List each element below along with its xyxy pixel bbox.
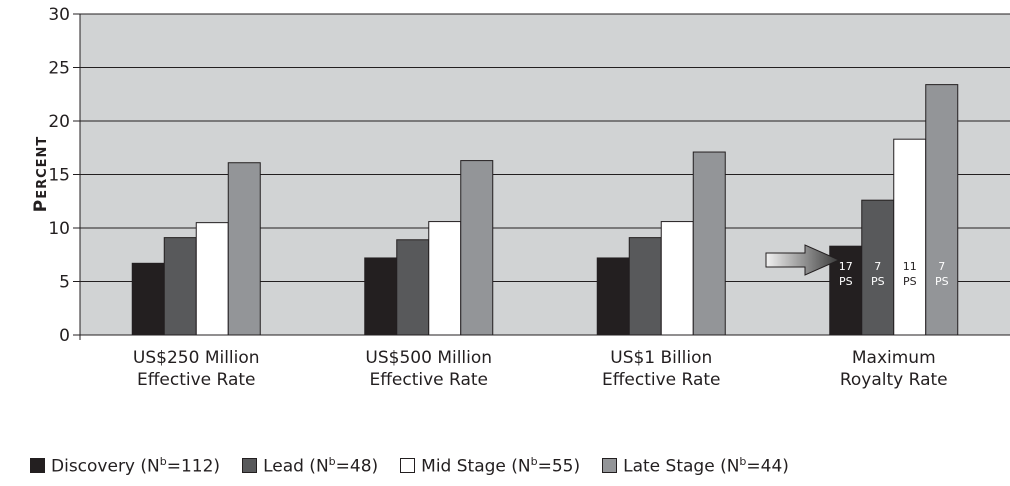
bar-mid-stage (195, 222, 229, 336)
bar-lead (628, 237, 662, 336)
bar-late-stage (692, 151, 726, 336)
y-axis-label-initial: P (31, 199, 51, 212)
bar-unit-label: PS (871, 275, 885, 288)
legend-swatch (242, 458, 258, 474)
x-category-label: Maximum (852, 348, 936, 368)
bar-late-stage (925, 84, 959, 336)
y-axis-label: PERCENT (31, 136, 51, 213)
y-tick-label: 0 (59, 326, 70, 346)
x-category-label: Royalty Rate (840, 370, 948, 390)
chart: 0 5 10 15 20 25 30 PERCENT 17 PS 7 PS 11 PS 7 PS US$2… (31, 5, 1010, 390)
legend-item: Discovery (Nb=112) (30, 455, 220, 477)
x-category-label: Effective Rate (602, 370, 721, 390)
legend-label-name: Mid Stage (N (421, 456, 531, 477)
legend-label-name: Discovery (N (51, 456, 160, 477)
right-arrow-icon (765, 244, 841, 276)
y-tick-label: 25 (48, 59, 70, 79)
bar-count-label: 17 (839, 260, 853, 273)
legend-label-name: Late Stage (N (623, 456, 740, 477)
y-tick-label: 20 (48, 112, 70, 132)
bar-lead (163, 237, 197, 336)
legend-label-suffix: =112) (166, 456, 221, 477)
bar-discovery (364, 257, 398, 336)
y-tick-label: 5 (59, 273, 70, 293)
bar-mid-stage (893, 138, 927, 336)
y-axis-label-rest: ERCENT (35, 136, 50, 199)
bar-unit-label: PS (935, 275, 949, 288)
legend-label-sup: b (530, 455, 538, 468)
y-tick-labels: 0 5 10 15 20 25 30 (48, 5, 70, 346)
x-category-label: Effective Rate (137, 370, 256, 390)
bar-unit-label: PS (839, 275, 853, 288)
bar-late-stage (460, 160, 494, 336)
y-tick-label: 15 (48, 166, 70, 186)
legend-label-sup: b (739, 455, 747, 468)
legend-label: Discovery (Nb=112) (51, 455, 220, 477)
legend-label-name: Lead (N (263, 456, 329, 477)
legend-label-suffix: =55) (537, 456, 581, 477)
legend: Discovery (Nb=112) Lead (Nb=48) Mid Stage … (30, 455, 811, 477)
legend-label-suffix: =44) (746, 456, 789, 477)
legend-label: Late Stage (Nb=44) (623, 455, 789, 477)
legend-swatch (602, 458, 618, 474)
bar-lead (396, 239, 430, 336)
legend-item: Mid Stage (Nb=55) (400, 455, 580, 477)
legend-swatch (30, 458, 45, 474)
y-tick-label: 30 (48, 5, 70, 25)
x-category-label: US$500 Million (365, 348, 492, 368)
legend-label: Lead (Nb=48) (263, 455, 378, 477)
bar-annotations: 17 PS 7 PS 11 PS 7 PS (839, 260, 949, 288)
bar-discovery (131, 262, 165, 336)
legend-item: Lead (Nb=48) (242, 455, 378, 477)
x-category-label: Effective Rate (369, 370, 488, 390)
bar-mid-stage (428, 221, 462, 336)
bar-count-label: 7 (938, 260, 945, 273)
bar-count-label: 7 (874, 260, 881, 273)
legend-label-sup: b (328, 455, 336, 468)
legend-label: Mid Stage (Nb=55) (421, 455, 580, 477)
x-category-label: US$1 Billion (610, 348, 712, 368)
bars (131, 84, 959, 336)
legend-swatch (400, 458, 416, 474)
bar-lead (861, 199, 895, 336)
bar-count-label: 11 (903, 260, 917, 273)
y-tick-label: 10 (48, 219, 70, 239)
bar-unit-label: PS (903, 275, 917, 288)
x-category-label: US$250 Million (133, 348, 260, 368)
legend-label-suffix: =48) (335, 456, 379, 477)
bar-discovery (596, 257, 630, 336)
legend-item: Late Stage (Nb=44) (602, 455, 789, 477)
bar-late-stage (227, 162, 261, 336)
bar-mid-stage (660, 221, 694, 336)
legend-label-sup: b (159, 455, 167, 468)
